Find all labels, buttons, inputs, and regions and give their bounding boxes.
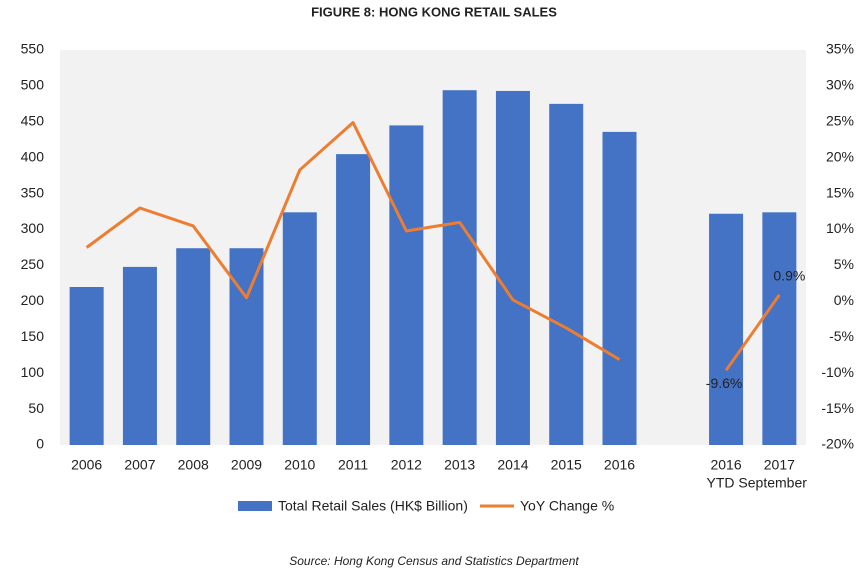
line <box>85 121 781 372</box>
y2-tick-label: -10% <box>821 364 854 380</box>
bar <box>122 266 157 445</box>
bar <box>495 90 530 445</box>
x-tick-label: 2007 <box>124 457 155 473</box>
y-tick-label: 500 <box>21 77 45 93</box>
source: Source: Hong Kong Census and Statistics … <box>289 554 579 568</box>
y2-tick-label: 10% <box>826 220 854 236</box>
y-tick-label: 0 <box>36 436 44 452</box>
y-tick-label: 550 <box>21 41 45 57</box>
bar <box>602 131 637 445</box>
y-tick-label: 450 <box>21 113 45 129</box>
x-tick-label: 2006 <box>71 457 102 473</box>
data-label: -9.6% <box>706 375 743 391</box>
y-tick-label: 350 <box>21 184 45 200</box>
y2-tick-label: -5% <box>829 328 854 344</box>
bar <box>389 125 424 445</box>
x-tick-label: 2013 <box>444 457 475 473</box>
y-tick-label: 50 <box>28 400 44 416</box>
y-tick-label: 100 <box>21 364 45 380</box>
x-tick-label: 2012 <box>391 457 422 473</box>
bar <box>176 248 211 445</box>
data-label: 0.9% <box>773 268 805 284</box>
bar <box>229 248 264 445</box>
legend-label: Total Retail Sales (HK$ Billion) <box>278 498 468 514</box>
bar <box>282 212 317 445</box>
chart-title: FIGURE 8: HONG KONG RETAIL SALES <box>311 4 557 19</box>
y2-tick-label: 0% <box>834 292 854 308</box>
y2-tick-label: -20% <box>821 436 854 452</box>
bar <box>442 90 477 445</box>
group-label: YTD September <box>707 475 808 491</box>
x-tick-label: 2011 <box>338 457 368 473</box>
bar <box>69 287 104 445</box>
x-tick-label: 2010 <box>284 457 315 473</box>
y-tick-label: 150 <box>21 328 45 344</box>
bar <box>709 213 744 445</box>
y-tick-label: 250 <box>21 256 45 272</box>
x-tick-label: 2008 <box>178 457 209 473</box>
y-tick-label: 300 <box>21 220 45 236</box>
bar <box>762 212 797 445</box>
y2-tick-label: 25% <box>826 113 854 129</box>
x-tick-label: 2015 <box>551 457 582 473</box>
y2-tick-label: -15% <box>821 400 854 416</box>
y2-tick-label: 15% <box>826 184 854 200</box>
x-tick-label: 2016 <box>710 457 741 473</box>
y2-tick-label: 35% <box>826 41 854 57</box>
y2-tick-label: 20% <box>826 148 854 164</box>
x-tick-label: 2009 <box>231 457 262 473</box>
y2-tick-label: 5% <box>834 256 854 272</box>
y2-tick-label: 30% <box>826 77 854 93</box>
bar <box>336 154 371 446</box>
y-tick-label: 200 <box>21 292 45 308</box>
x-tick-label: 2017 <box>764 457 795 473</box>
bar <box>549 103 584 445</box>
x-tick-label: 2014 <box>497 457 528 473</box>
legend-label: YoY Change % <box>520 498 614 514</box>
plot-area <box>60 50 806 445</box>
y-tick-label: 400 <box>21 148 45 164</box>
legend-swatch <box>238 501 272 511</box>
x-tick-label: 2016 <box>604 457 635 473</box>
